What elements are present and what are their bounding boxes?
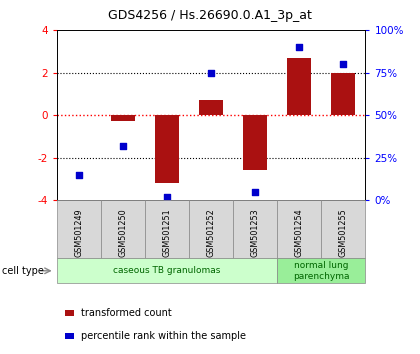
Bar [331, 73, 355, 115]
Bar [287, 58, 311, 115]
Point [252, 189, 259, 194]
Point [164, 194, 171, 199]
Text: GSM501254: GSM501254 [295, 208, 304, 257]
Text: GSM501250: GSM501250 [118, 208, 127, 257]
Point [340, 61, 347, 67]
Text: cell type: cell type [2, 266, 44, 276]
Text: GSM501255: GSM501255 [339, 208, 348, 257]
Point [120, 143, 126, 148]
Bar [243, 115, 267, 170]
Bar [155, 115, 179, 183]
Text: percentile rank within the sample: percentile rank within the sample [81, 331, 246, 341]
Bar [199, 100, 223, 115]
Point [296, 44, 302, 50]
Text: GDS4256 / Hs.26690.0.A1_3p_at: GDS4256 / Hs.26690.0.A1_3p_at [108, 9, 312, 22]
Text: normal lung
parenchyma: normal lung parenchyma [293, 261, 349, 280]
Text: GSM501252: GSM501252 [207, 208, 215, 257]
Text: GSM501249: GSM501249 [74, 208, 83, 257]
Text: transformed count: transformed count [81, 308, 171, 318]
Text: caseous TB granulomas: caseous TB granulomas [113, 266, 220, 275]
Point [76, 172, 82, 177]
Text: GSM501253: GSM501253 [251, 208, 260, 257]
Point [208, 70, 215, 75]
Bar [111, 115, 135, 121]
Text: GSM501251: GSM501251 [163, 208, 171, 257]
